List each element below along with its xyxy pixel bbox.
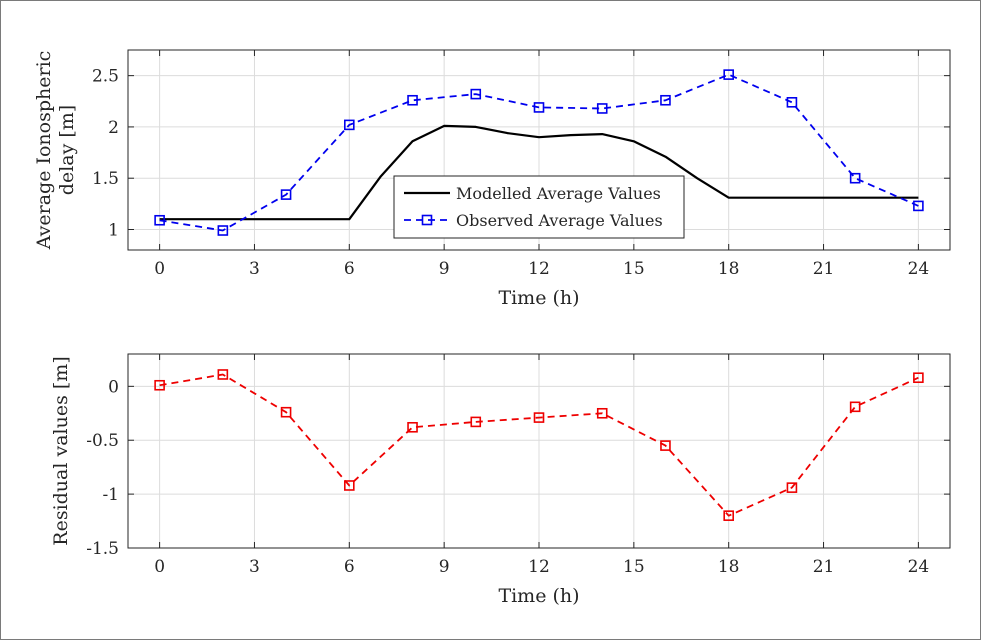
y-tick-label: 2.5 xyxy=(92,67,119,87)
legend: Modelled Average Values Observed Average … xyxy=(393,175,685,239)
legend-box xyxy=(393,175,685,239)
x-tick-label: 15 xyxy=(623,557,645,577)
chart-2: 0 3 6 9 12 15 18 21 24 -1.5 -1 -0.5 0 Time (h) Residua… xyxy=(50,353,951,607)
x-tick-label: 9 xyxy=(439,259,450,279)
y-tick-label: 1 xyxy=(108,220,119,240)
y-axis-label: delay [m] xyxy=(56,105,78,195)
data-point-marker xyxy=(280,189,292,200)
x-tick-label: 24 xyxy=(908,557,930,577)
data-point-marker xyxy=(596,103,608,114)
x-tick-label: 12 xyxy=(528,259,550,279)
y-tick-label: 0 xyxy=(108,377,119,397)
x-tick-label: 18 xyxy=(718,557,740,577)
data-point-marker xyxy=(660,440,671,451)
x-tick-label: 9 xyxy=(439,557,450,577)
data-point-marker xyxy=(913,200,924,212)
series-line-1 xyxy=(159,373,919,517)
x-tick-label: 3 xyxy=(249,557,260,577)
data-point-marker xyxy=(723,510,734,521)
data-point-marker xyxy=(723,69,734,80)
data-point-marker xyxy=(154,214,165,226)
data-point-marker xyxy=(217,369,229,380)
y-axis-label: Residual values [m] xyxy=(50,356,72,545)
y-tick-label: -0.5 xyxy=(86,431,119,451)
y-tick-label: 2 xyxy=(108,118,119,138)
data-point-marker xyxy=(849,172,861,184)
data-point-marker xyxy=(280,406,292,418)
data-point-marker xyxy=(913,372,924,384)
x-tick-label: 3 xyxy=(249,259,260,279)
data-point-marker xyxy=(596,407,608,419)
x-tick-label: 6 xyxy=(344,259,355,279)
y-tick-label: -1 xyxy=(102,485,119,505)
data-point-marker xyxy=(470,88,482,100)
data-point-marker xyxy=(786,97,798,108)
data-point-marker xyxy=(344,119,355,131)
legend-swatch-marker xyxy=(421,214,433,226)
y-tick-label: -1.5 xyxy=(86,539,119,559)
data-point-marker xyxy=(407,421,418,433)
legend-entry-label: Modelled Average Values xyxy=(456,184,661,203)
data-point-marker xyxy=(344,480,355,491)
x-axis-label: Time (h) xyxy=(498,287,579,309)
data-point-marker xyxy=(217,225,229,236)
data-point-marker xyxy=(407,94,418,106)
chart-1: 0 3 6 9 12 15 18 21 24 1 1.5 2 2.5 Time (h) Average Io… xyxy=(33,49,951,309)
x-tick-label: 15 xyxy=(623,259,645,279)
legend-entry-label: Observed Average Values xyxy=(456,211,663,230)
data-point-marker xyxy=(849,401,861,413)
x-tick-label: 6 xyxy=(344,557,355,577)
x-tick-label: 0 xyxy=(154,557,165,577)
x-tick-label: 12 xyxy=(528,557,550,577)
data-point-marker xyxy=(786,482,798,493)
y-tick-label: 1.5 xyxy=(92,169,119,189)
x-tick-label: 24 xyxy=(908,259,930,279)
data-point-marker xyxy=(154,379,165,391)
series-line-2 xyxy=(159,73,919,232)
data-point-marker xyxy=(660,94,671,106)
series-line-1 xyxy=(159,124,919,221)
data-point-marker xyxy=(470,416,482,428)
data-point-marker xyxy=(533,412,545,423)
x-tick-label: 21 xyxy=(813,259,835,279)
x-tick-label: 18 xyxy=(718,259,740,279)
x-tick-label: 0 xyxy=(154,259,165,279)
y-axis-label: Average Ionospheric xyxy=(33,51,55,251)
data-point-marker xyxy=(533,102,545,113)
x-axis-label: Time (h) xyxy=(498,585,579,607)
x-tick-label: 21 xyxy=(813,557,835,577)
